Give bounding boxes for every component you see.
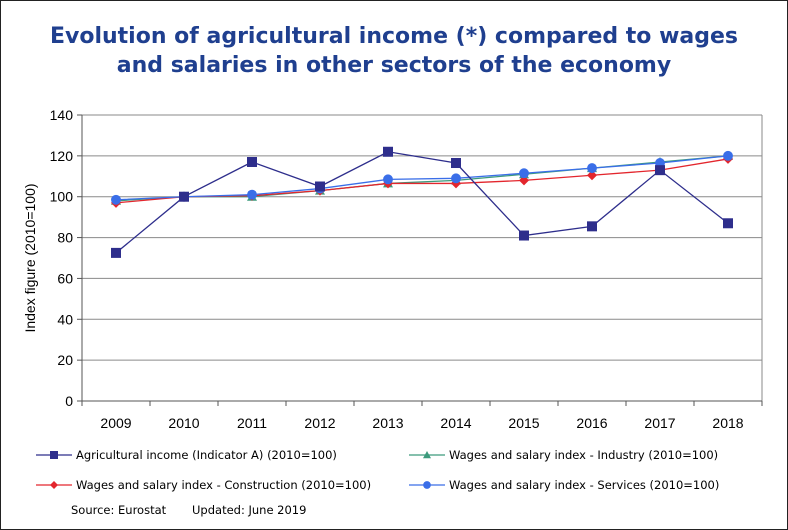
y-tick-label-100: 100: [50, 189, 74, 205]
legend-label-2: Wages and salary index - Construction (2…: [76, 478, 371, 492]
legend-marker-1: [423, 451, 431, 459]
series-line-3: [115, 155, 729, 201]
legend-label-1: Wages and salary index - Industry (2010=…: [449, 448, 718, 462]
legend-item-0: Agricultural income (Indicator A) (2010=…: [36, 448, 337, 462]
series-line-0: [115, 151, 729, 254]
source-note: Source: Eurostat: [71, 503, 167, 517]
y-tick-label-40: 40: [57, 311, 73, 327]
point-3-2011: [247, 189, 257, 200]
chart-title-line-2: and salaries in other sectors of the eco…: [116, 53, 672, 78]
legend-label-3: Wages and salary index - Services (2010=…: [449, 478, 719, 492]
point-2-2016: [587, 170, 597, 181]
point-0-2010: [179, 191, 189, 202]
y-tick-label-60: 60: [57, 270, 73, 286]
x-tick-label-2016: 2016: [576, 415, 607, 431]
series-2: [111, 153, 733, 208]
point-3-2016: [587, 163, 597, 174]
point-3-2009: [111, 194, 121, 205]
x-tick-label-2013: 2013: [372, 415, 403, 431]
x-tick-label-2009: 2009: [100, 415, 131, 431]
x-tick-label-2014: 2014: [440, 415, 471, 431]
x-tick-labels: 2009 2010 2011 2012 2013 2014 2015 2016 2017 2018: [100, 415, 743, 431]
x-tick-label-2011: 2011: [237, 415, 267, 431]
legend-marker-2: [50, 481, 58, 489]
point-3-2014: [451, 173, 461, 184]
point-0-2009: [111, 247, 121, 258]
legend-item-2: Wages and salary index - Construction (2…: [36, 478, 371, 492]
x-tick-label-2010: 2010: [168, 415, 199, 431]
series-0: [111, 146, 733, 258]
point-0-2017: [655, 165, 665, 176]
y-tick-label-20: 20: [57, 352, 73, 368]
updated-note: Updated: June 2019: [192, 503, 306, 517]
x-tick-label-2015: 2015: [508, 415, 539, 431]
point-0-2012: [315, 181, 325, 192]
y-axis-label: Index figure (2010=100): [22, 183, 38, 332]
point-0-2018: [723, 218, 733, 229]
legend: Agricultural income (Indicator A) (2010=…: [36, 448, 719, 492]
x-tick-label-2017: 2017: [644, 415, 675, 431]
legend-item-1: Wages and salary index - Industry (2010=…: [409, 448, 718, 462]
y-tick-label-120: 120: [50, 148, 74, 164]
legend-marker-3: [423, 481, 431, 489]
point-3-2013: [383, 174, 393, 185]
chart-title: Evolution of agricultural income (*) com…: [0, 22, 788, 80]
x-tick-label-2012: 2012: [304, 415, 335, 431]
point-0-2014: [451, 158, 461, 169]
point-0-2016: [587, 221, 597, 232]
chart-title-line-1: Evolution of agricultural income (*) com…: [49, 24, 739, 49]
y-tick-label-80: 80: [57, 230, 73, 246]
gridlines: [82, 114, 763, 401]
point-0-2015: [519, 230, 529, 241]
y-tick-labels: 0 20 40 60 80 100 120 140: [50, 107, 74, 409]
y-tick-label-0: 0: [65, 393, 73, 409]
point-0-2013: [383, 146, 393, 157]
point-2-2015: [519, 175, 529, 186]
point-0-2011: [247, 156, 257, 167]
series-lines: [111, 146, 733, 258]
axes: [77, 114, 763, 406]
point-3-2015: [519, 168, 529, 179]
y-tick-label-140: 140: [50, 107, 74, 123]
point-3-2018: [723, 150, 733, 161]
legend-marker-0: [50, 451, 58, 459]
legend-item-3: Wages and salary index - Services (2010=…: [409, 478, 719, 492]
x-tick-label-2018: 2018: [712, 415, 743, 431]
legend-label-0: Agricultural income (Indicator A) (2010=…: [76, 448, 337, 462]
